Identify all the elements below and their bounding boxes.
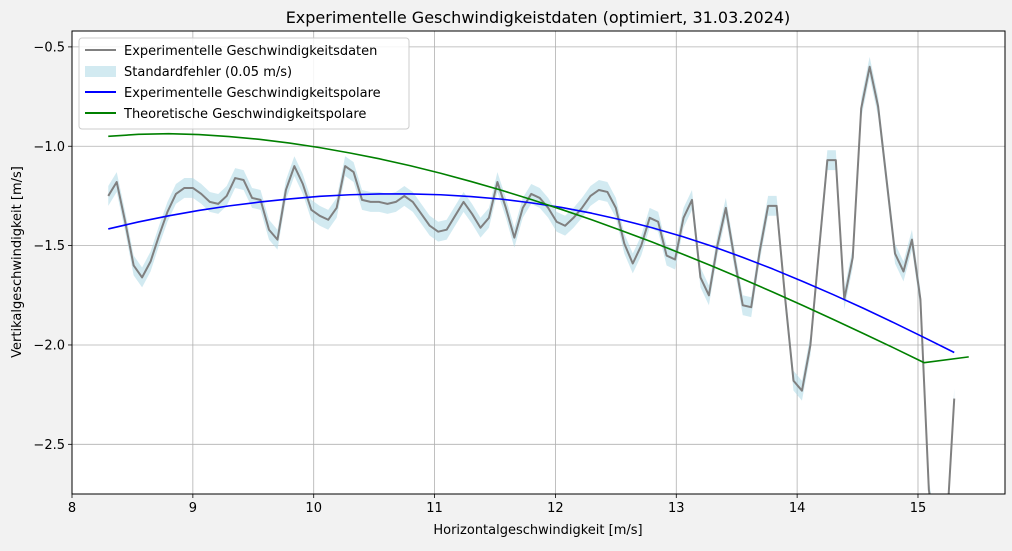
x-tick-label: 13	[668, 501, 685, 516]
legend-swatch-band	[85, 66, 116, 77]
chart-title: Experimentelle Geschwindigkeistdaten (op…	[286, 8, 791, 27]
y-tick-label: −2.5	[33, 438, 65, 453]
legend-label-band: Standardfehler (0.05 m/s)	[124, 65, 292, 80]
x-tick-label: 14	[789, 501, 806, 516]
x-tick-label: 15	[910, 501, 927, 516]
legend-frame	[78, 37, 410, 130]
x-tick-label: 11	[426, 501, 443, 516]
x-tick-label: 12	[547, 501, 564, 516]
y-tick-label: −0.5	[33, 40, 65, 55]
series-line-experimental	[108, 193, 955, 354]
legend-label-theoretical: Theoretische Geschwindigkeitspolare	[123, 107, 366, 122]
x-tick-label: 9	[189, 501, 197, 516]
series-layer	[107, 65, 969, 494]
legend-label-experimental: Experimentelle Geschwindigkeitspolare	[124, 86, 381, 101]
legend: Experimentelle Geschwindigkeitsdaten Sta…	[78, 37, 410, 130]
y-axis-label: Vertikalgeschwindigkeit [m/s]	[10, 166, 25, 358]
series-line-theoretical	[108, 132, 969, 364]
x-tick-label: 8	[68, 501, 76, 516]
legend-label-data: Experimentelle Geschwindigkeitsdaten	[124, 44, 377, 59]
plot-frame	[71, 30, 1006, 495]
y-tick-label: −2.0	[33, 338, 65, 353]
x-tick-label: 10	[305, 501, 322, 516]
series-line-data	[107, 65, 956, 494]
y-tick-label: −1.5	[33, 239, 65, 254]
tick-layer: 8 9 10 11 12 13 14 15 −2.5 −2.0 −1.5 −1.0 −0.5	[33, 40, 926, 516]
x-axis-label: Horizontalgeschwindigkeit [m/s]	[433, 523, 642, 538]
y-tick-label: −1.0	[33, 140, 65, 155]
